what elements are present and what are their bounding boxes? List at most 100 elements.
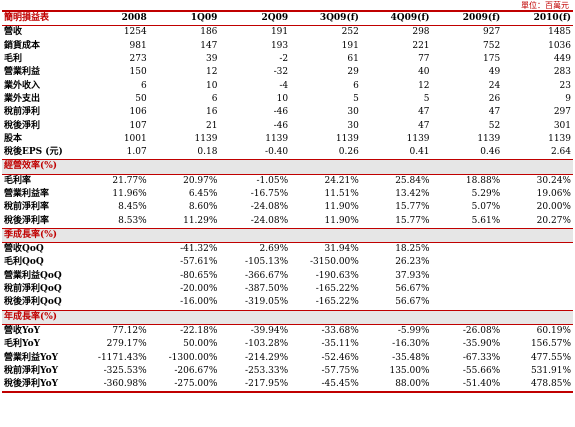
table-cell: -3150.00% (310, 257, 359, 268)
table-cell: 301 (553, 120, 571, 131)
table-cell: 1Q09 (148, 10, 220, 27)
table-cell: -253.33% (245, 365, 289, 376)
table-cell: 47 (488, 107, 501, 118)
table-cell: 221 (412, 40, 430, 51)
table-row: 毛利 273 39 -2 61 77 175 449 (2, 53, 573, 66)
table-cell: 1036 (548, 40, 571, 51)
section-filler (502, 227, 573, 244)
table-cell: 11.29% (183, 215, 218, 226)
table-cell: 12 (205, 67, 218, 78)
table-cell: -33.68% (321, 325, 359, 336)
row-label: 毛利QoQ (4, 257, 44, 268)
section-filler (360, 227, 432, 244)
table-cell: 49 (488, 67, 501, 78)
section-filler (148, 309, 220, 325)
table-row: 營收YoY 77.12% -22.18% -39.94% -33.68% -5.99% -2… (2, 324, 573, 338)
table-cell: 156.57% (530, 339, 571, 350)
table-cell: 273 (129, 54, 147, 65)
table-cell: -45.45% (290, 378, 361, 394)
table-cell: 50 (135, 93, 147, 104)
table-cell: 21 (205, 120, 218, 131)
table-cell: 11.51% (324, 189, 359, 199)
table-cell: 56.67% (395, 297, 430, 308)
table-cell: 37.93% (395, 270, 430, 281)
table-cell: 0.41 (409, 147, 430, 158)
table-cell: 1.07 (126, 147, 147, 158)
table-row: 稅後EPS (元) 1.07 0.18 -0.40 0.26 0.41 0.46 2.64 (2, 146, 573, 160)
table-cell: 1254 (123, 27, 147, 38)
table-cell: 1139 (406, 133, 430, 144)
table-cell: -1.05% (256, 175, 289, 186)
table-cell: 1139 (265, 133, 289, 144)
table-row: 稅後淨利QoQ -16.00% -319.05% -165.22% 56.67% (2, 296, 573, 310)
table-cell: -16.75% (250, 189, 289, 199)
table-cell: 12 (418, 80, 430, 91)
table-row: 業外支出 50 6 10 5 5 26 9 (2, 93, 573, 106)
table-cell: 2.69% (259, 244, 289, 255)
table-cell: 9 (565, 93, 571, 104)
table-row: 稅後淨利 107 21 -46 30 47 52 301 (2, 119, 573, 132)
section-filler (78, 227, 149, 244)
table-cell: 279.17% (106, 339, 147, 350)
section-filler (78, 309, 149, 325)
table-row: 稅前淨利率 8.45% 8.60% -24.08% 11.90% 15.77% 5.07% 2… (2, 201, 573, 214)
table-cell: 135.00% (389, 365, 430, 376)
table-cell: -103.28% (245, 339, 289, 350)
row-label: 毛利YoY (4, 339, 41, 350)
table-cell: 0.46 (480, 147, 501, 158)
section-filler (219, 227, 291, 244)
table-cell: 252 (341, 27, 359, 38)
table-cell (432, 283, 503, 296)
table-cell: -24.08% (250, 202, 289, 213)
table-cell: 531.91% (530, 365, 571, 376)
table-cell: 24 (488, 80, 501, 91)
table-cell: 1001 (123, 133, 147, 144)
section-filler (290, 227, 361, 244)
table-cell: 11.96% (112, 189, 147, 199)
table-cell: 30 (347, 120, 359, 131)
table-cell (502, 270, 573, 283)
table-cell: 6 (211, 93, 218, 104)
table-cell: -360.98% (78, 378, 149, 394)
table-cell: 47 (418, 120, 430, 131)
table-cell: 8.53% (118, 215, 147, 226)
row-label: 業外支出 (4, 93, 41, 104)
table-row: 營收QoQ -41.32% 2.69% 31.94% 18.25% (2, 243, 573, 257)
table-cell: 1139 (194, 133, 218, 144)
table-cell: 186 (200, 27, 218, 38)
table-cell: -387.50% (245, 284, 289, 295)
row-label: 毛利 (4, 54, 23, 65)
table-cell: 77 (418, 54, 430, 65)
table-cell: -67.33% (462, 352, 501, 363)
table-cell: -26.08% (462, 325, 501, 336)
table-cell: -52.46% (321, 352, 359, 363)
table-cell: 5.07% (471, 202, 501, 213)
row-label: 毛利率 (4, 175, 32, 186)
section-header-yoy: 年成長率(%) (2, 309, 573, 325)
table-cell: -16.30% (392, 339, 430, 350)
table-cell: 1139 (335, 133, 359, 144)
row-label: 稅前淨利YoY (4, 365, 59, 376)
row-label: 稅後淨利YoY (2, 378, 79, 394)
table-cell: 5.29% (471, 189, 501, 199)
section-filler (431, 309, 503, 325)
table-row: 稅後淨利YoY -360.98% -275.00% -217.95% -45.45% 88… (2, 378, 573, 394)
table-cell: -57.61% (180, 257, 218, 268)
table-cell: -35.90% (462, 339, 501, 350)
table-cell: 11.90% (324, 202, 359, 213)
table-row: 銷貨成本 981 147 193 191 221 752 1036 (2, 40, 573, 53)
table-cell: 147 (200, 40, 218, 51)
table-row: 毛利YoY 279.17% 50.00% -103.28% -35.11% -16.30%… (2, 338, 573, 351)
table-cell: 927 (483, 27, 501, 38)
table-cell: -20.00% (180, 284, 218, 295)
section-filler (78, 159, 149, 175)
table-cell: 2008 (78, 10, 149, 27)
unit-note: 單位：百萬元 (521, 1, 569, 10)
row-label: 稅後淨利 (4, 120, 41, 131)
table-cell: 18.88% (465, 175, 501, 186)
section-filler (219, 159, 291, 175)
table-cell: 298 (412, 27, 430, 38)
table-cell: -57.75% (321, 365, 359, 376)
table-cell: -22.18% (180, 325, 218, 336)
table-cell: -275.00% (148, 378, 220, 394)
